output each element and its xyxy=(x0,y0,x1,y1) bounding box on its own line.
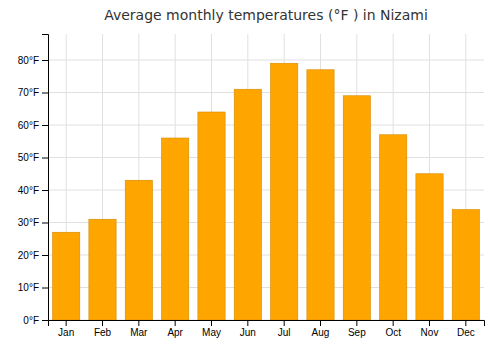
tick-mark xyxy=(138,320,139,326)
tick: Sep xyxy=(348,320,366,338)
axis-line xyxy=(49,321,485,327)
tick: Mar xyxy=(130,320,148,338)
bar xyxy=(234,89,261,320)
tick: 20°F xyxy=(18,250,48,261)
tick-label: Oct xyxy=(385,327,401,338)
tick: Jun xyxy=(240,320,256,338)
bar xyxy=(416,174,443,320)
title: Average monthly temperatures (°F ) in Ni… xyxy=(104,7,428,23)
tick-mark xyxy=(66,320,67,326)
tick-mark xyxy=(42,223,48,224)
tick: Dec xyxy=(457,320,475,338)
tick: 60°F xyxy=(18,120,48,131)
tick-mark xyxy=(247,320,248,326)
y-axis: 0°F 10°F 20°F 30°F 40°F 50°F 60°F 70°F 80°F xyxy=(18,35,49,326)
tick-label: 60°F xyxy=(18,120,39,131)
plot: 0°F 10°F 20°F 30°F 40°F 50°F 60°F 70°F 80°F Jan Fe… xyxy=(18,34,485,338)
tick-mark xyxy=(102,320,103,326)
tick-label: 80°F xyxy=(18,55,39,66)
bar xyxy=(125,180,152,320)
tick-label: 10°F xyxy=(18,282,39,293)
tick-label: Jun xyxy=(240,327,256,338)
tick: 50°F xyxy=(18,152,48,163)
tick-label: Jul xyxy=(278,327,291,338)
chart: 0°F 10°F 20°F 30°F 40°F 50°F 60°F 70°F 80°F Jan Fe… xyxy=(0,0,500,350)
tick-label: Sep xyxy=(348,327,366,338)
tick-mark xyxy=(429,320,430,326)
bars xyxy=(53,63,480,320)
bar xyxy=(452,210,479,321)
grid-line xyxy=(48,125,484,126)
x-axis: Jan Feb Mar Apr May Jun Jul Aug Sep Oct Nov Dec xyxy=(49,320,485,338)
tick-label: 50°F xyxy=(18,152,39,163)
tick: Aug xyxy=(312,320,330,338)
tick-label: Feb xyxy=(94,327,112,338)
tick: 30°F xyxy=(18,217,48,228)
tick-label: 20°F xyxy=(18,250,39,261)
tick-label: Jan xyxy=(58,327,74,338)
tick-mark xyxy=(284,320,285,326)
tick: May xyxy=(202,320,221,338)
tick-mark xyxy=(42,125,48,126)
tick-label: Apr xyxy=(167,327,183,338)
grid xyxy=(48,34,484,320)
tick-mark xyxy=(320,320,321,326)
tick-mark xyxy=(42,320,48,321)
bar xyxy=(89,219,116,320)
tick-mark xyxy=(211,320,212,326)
tick-mark xyxy=(42,60,48,61)
tick: 40°F xyxy=(18,185,48,196)
tick-label: 0°F xyxy=(23,315,39,326)
tick-label: Dec xyxy=(457,327,475,338)
tick: Feb xyxy=(94,320,112,338)
tick-mark xyxy=(175,320,176,326)
tick-mark xyxy=(465,320,466,326)
tick-label: 30°F xyxy=(18,217,39,228)
tick-mark xyxy=(42,288,48,289)
bar xyxy=(343,96,370,320)
grid-line xyxy=(48,92,484,93)
axis-line xyxy=(42,35,49,321)
tick-mark xyxy=(356,320,357,326)
tick-label: 40°F xyxy=(18,185,39,196)
tick: 70°F xyxy=(18,87,48,98)
tick-label: Aug xyxy=(312,327,330,338)
tick: Apr xyxy=(167,320,183,338)
bar xyxy=(380,135,407,320)
tick-label: Nov xyxy=(421,327,439,338)
tick: 80°F xyxy=(18,55,48,66)
tick-mark xyxy=(42,190,48,191)
tick: Oct xyxy=(385,320,401,338)
bar xyxy=(307,70,334,320)
tick: Jan xyxy=(58,320,74,338)
tick: 10°F xyxy=(18,282,48,293)
tick: 0°F xyxy=(23,315,48,326)
tick: Jul xyxy=(278,320,291,338)
tick: Nov xyxy=(421,320,439,338)
tick-mark xyxy=(42,158,48,159)
bar xyxy=(162,138,189,320)
grid-line xyxy=(48,60,484,61)
tick-mark xyxy=(42,255,48,256)
tick-mark xyxy=(393,320,394,326)
bar xyxy=(198,112,225,320)
bar xyxy=(271,63,298,320)
tick-mark xyxy=(42,93,48,94)
tick-label: 70°F xyxy=(18,87,39,98)
tick-label: Mar xyxy=(130,327,148,338)
bar xyxy=(53,232,80,320)
tick-label: May xyxy=(202,327,221,338)
grid-line xyxy=(48,157,484,158)
